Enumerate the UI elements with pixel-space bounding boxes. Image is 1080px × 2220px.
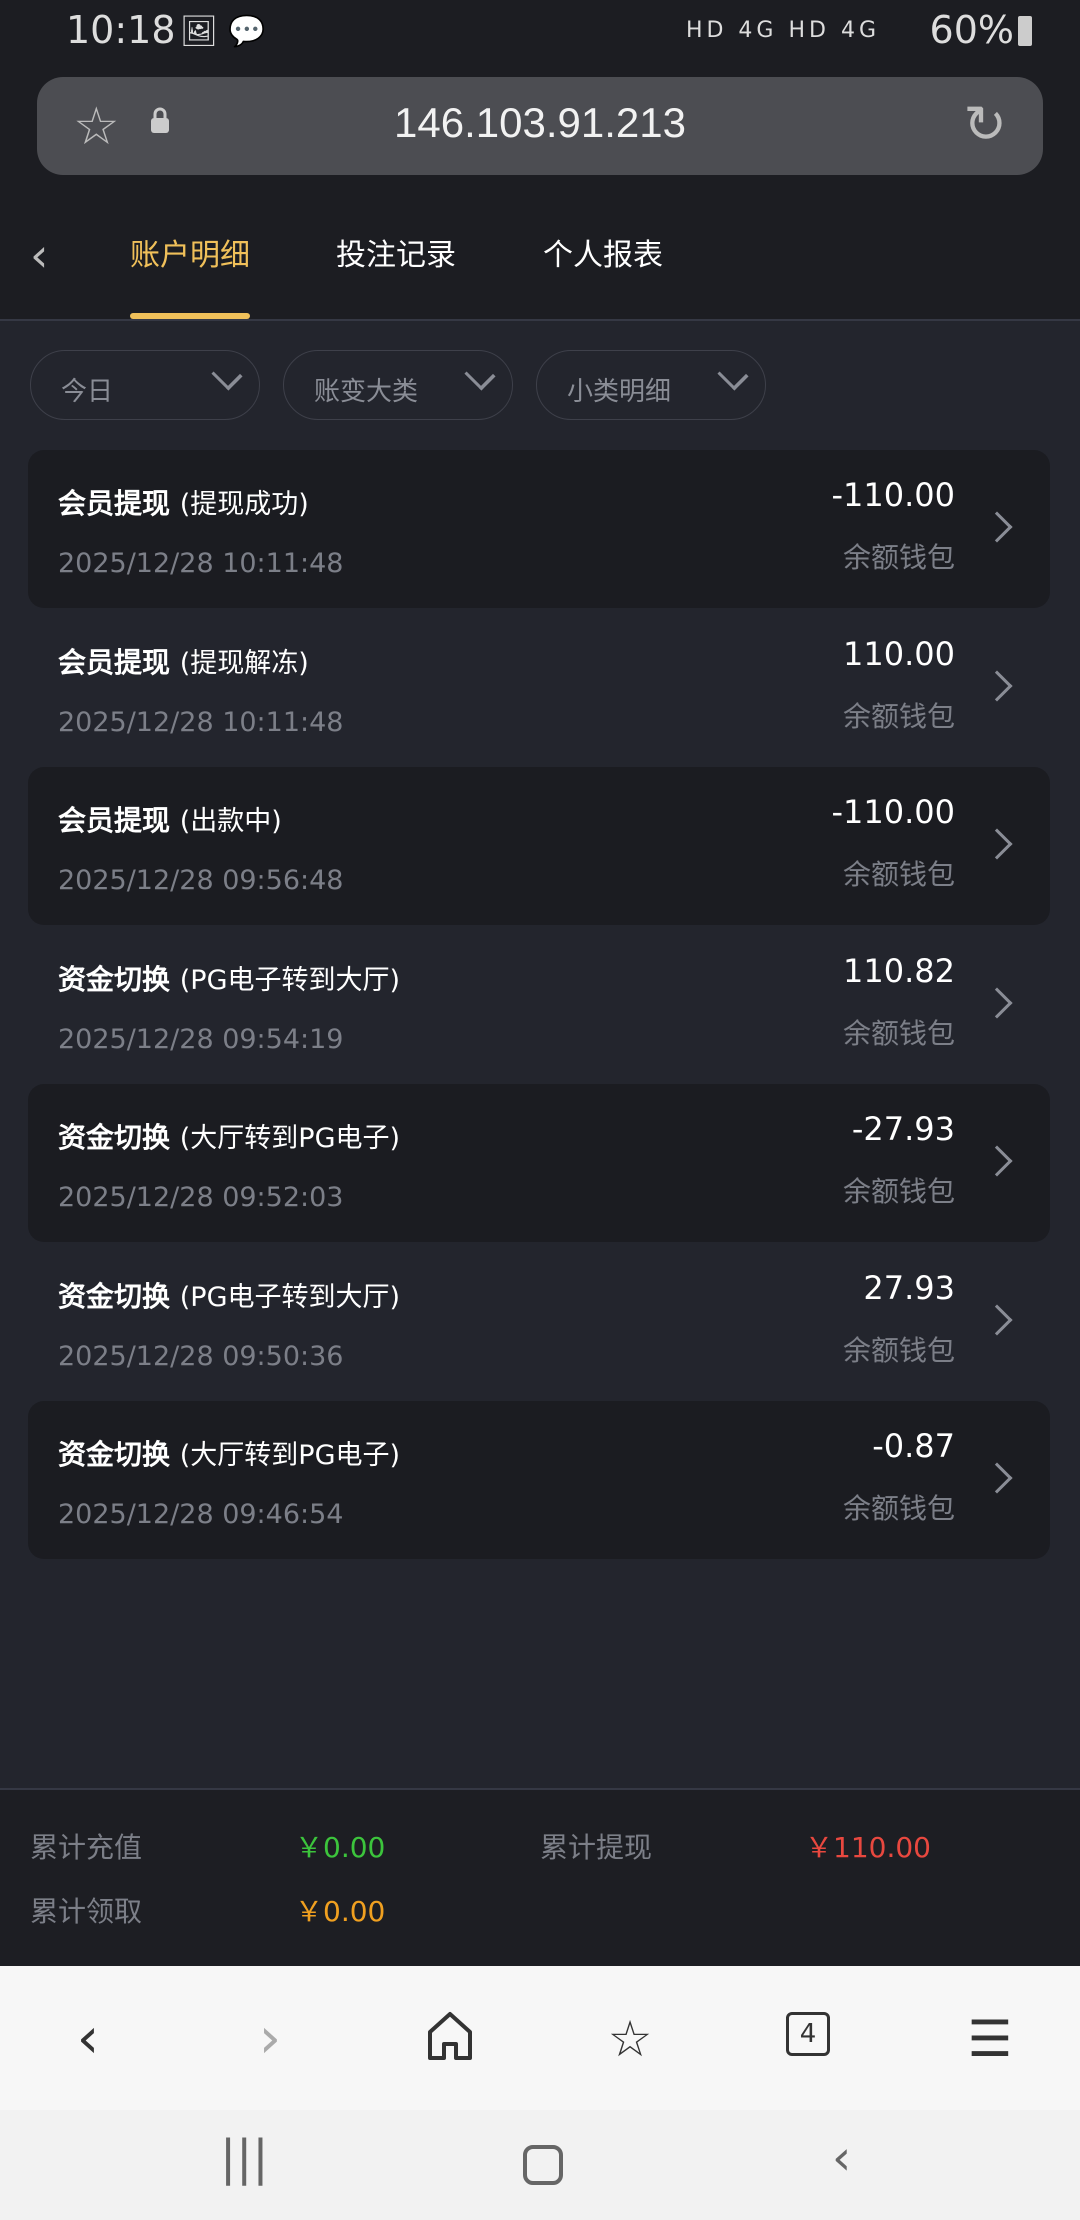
record-row[interactable]: 资金切换 (PG电子转到大厅) 2025/12/28 09:50:36 27.9… — [28, 1243, 1050, 1401]
filter-date-dropdown[interactable]: 今日 — [30, 350, 260, 420]
withdraw-value: ￥110.00 — [805, 1831, 931, 1864]
record-row[interactable]: 资金切换 (PG电子转到大厅) 2025/12/28 09:54:19 110.… — [28, 926, 1050, 1084]
recent-apps-icon[interactable]: ||| — [220, 2130, 269, 2186]
home-button-icon[interactable] — [523, 2145, 563, 2185]
battery-icon — [1018, 16, 1032, 46]
tabs-count-button[interactable]: 4 — [786, 2012, 830, 2056]
record-wallet: 余额钱包 — [842, 699, 955, 733]
chevron-right-icon — [981, 1145, 1013, 1177]
lock-icon — [151, 107, 169, 133]
record-row[interactable]: 会员提现 (提现解冻) 2025/12/28 10:11:48 110.00 余… — [28, 609, 1050, 767]
record-amount: -110.00 — [831, 793, 955, 831]
record-amount: 110.00 — [843, 634, 955, 673]
record-date: 2025/12/28 10:11:48 — [58, 706, 344, 738]
home-icon[interactable] — [426, 2010, 474, 2062]
header-divider — [0, 319, 1080, 321]
chevron-right-icon — [981, 986, 1013, 1019]
battery-level: 60% — [929, 8, 1014, 52]
record-date: 2025/12/28 09:54:19 — [58, 1023, 344, 1055]
record-row[interactable]: 会员提现 (提现成功) 2025/12/28 10:11:48 -110.00 … — [28, 450, 1050, 608]
record-wallet: 余额钱包 — [842, 1492, 955, 1525]
record-date: 2025/12/28 09:46:54 — [58, 1499, 344, 1530]
record-amount: -110.00 — [831, 476, 955, 514]
record-title: 会员提现 (出款中) — [58, 804, 282, 837]
browser-forward-icon[interactable]: › — [258, 2006, 282, 2071]
chevron-right-icon — [981, 669, 1013, 702]
address-bar[interactable]: ☆ 146.103.91.213 ↻ — [37, 77, 1043, 175]
chevron-right-icon — [981, 828, 1013, 860]
record-date: 2025/12/28 10:11:48 — [58, 548, 344, 579]
deposit-value: ￥0.00 — [295, 1831, 386, 1864]
record-title: 资金切换 (大厅转到PG电子) — [58, 1438, 401, 1471]
reload-icon[interactable]: ↻ — [963, 95, 1007, 155]
record-wallet: 余额钱包 — [842, 541, 955, 574]
filter-subcategory-dropdown[interactable]: 小类明细 — [536, 350, 766, 420]
filter-label: 小类明细 — [567, 377, 672, 407]
browser-back-icon[interactable]: ‹ — [76, 2006, 100, 2071]
record-detail: (PG电子转到大厅) — [179, 1281, 401, 1313]
chevron-down-icon — [717, 359, 749, 391]
record-detail: (出款中) — [179, 806, 282, 837]
bookmark-star-icon[interactable]: ☆ — [73, 97, 120, 157]
chevron-right-icon — [981, 1303, 1013, 1336]
record-amount: 27.93 — [863, 1268, 955, 1307]
filter-label: 今日 — [61, 377, 114, 407]
record-amount: -27.93 — [851, 1110, 955, 1148]
tab-bet-records[interactable]: 投注记录 — [336, 238, 456, 273]
filter-category-dropdown[interactable]: 账变大类 — [283, 350, 513, 420]
record-wallet: 余额钱包 — [842, 1333, 955, 1367]
withdraw-label: 累计提现 — [540, 1831, 653, 1864]
tab-bar: ‹ 账户明细 投注记录 个人报表 — [0, 200, 1080, 320]
record-detail: (大厅转到PG电子) — [179, 1123, 401, 1154]
record-row[interactable]: 资金切换 (大厅转到PG电子) 2025/12/28 09:46:54 -0.8… — [28, 1401, 1050, 1559]
chevron-right-icon — [981, 1462, 1013, 1494]
tab-personal-report[interactable]: 个人报表 — [543, 238, 663, 273]
deposit-label: 累计充值 — [30, 1831, 143, 1864]
notification-icons: 🖼💬 — [180, 14, 276, 49]
chevron-down-icon — [464, 359, 496, 391]
chevron-right-icon — [981, 511, 1013, 543]
active-tab-indicator — [130, 313, 250, 319]
signal-icons: HD 4G HD 4G — [685, 18, 880, 43]
back-chevron-icon[interactable]: ‹ — [30, 228, 49, 282]
record-wallet: 余额钱包 — [842, 1016, 955, 1050]
record-amount: -0.87 — [872, 1427, 955, 1465]
record-date: 2025/12/28 09:52:03 — [58, 1182, 344, 1213]
record-title: 会员提现 (提现成功) — [58, 487, 309, 520]
summary-footer: 累计充值 ￥0.00 累计提现 ￥110.00 累计领取 ￥0.00 — [0, 1788, 1080, 1966]
chevron-down-icon — [211, 359, 243, 391]
tab-account-details[interactable]: 账户明细 — [130, 238, 250, 273]
record-detail: (提现解冻) — [179, 647, 309, 679]
filter-label: 账变大类 — [314, 377, 419, 407]
status-time: 10:18 — [66, 8, 176, 52]
claim-label: 累计领取 — [30, 1895, 143, 1928]
menu-icon[interactable]: ☰ — [967, 2010, 1013, 2068]
record-detail: (提现成功) — [179, 489, 309, 520]
bookmarks-icon[interactable]: ☆ — [607, 2010, 653, 2068]
record-row[interactable]: 会员提现 (出款中) 2025/12/28 09:56:48 -110.00 余… — [28, 767, 1050, 925]
record-amount: 110.82 — [843, 951, 955, 990]
record-title: 资金切换 (PG电子转到大厅) — [58, 1279, 401, 1313]
browser-toolbar: ‹ › ☆ 4 ☰ — [0, 1966, 1080, 2110]
claim-value: ￥0.00 — [295, 1895, 386, 1928]
record-title: 会员提现 (提现解冻) — [58, 645, 309, 679]
record-row[interactable]: 资金切换 (大厅转到PG电子) 2025/12/28 09:52:03 -27.… — [28, 1084, 1050, 1242]
record-date: 2025/12/28 09:56:48 — [58, 865, 344, 896]
record-detail: (大厅转到PG电子) — [179, 1440, 401, 1471]
status-bar: 10:18 🖼💬 HD 4G HD 4G 60% — [0, 0, 1080, 64]
record-wallet: 余额钱包 — [842, 858, 955, 891]
record-wallet: 余额钱包 — [842, 1175, 955, 1208]
record-title: 资金切换 (PG电子转到大厅) — [58, 962, 401, 996]
url-text[interactable]: 146.103.91.213 — [394, 99, 686, 146]
system-back-icon[interactable]: ‹ — [832, 2130, 852, 2186]
record-title: 资金切换 (大厅转到PG电子) — [58, 1121, 401, 1154]
system-nav-bar: ||| ‹ — [0, 2110, 1080, 2220]
record-detail: (PG电子转到大厅) — [179, 964, 401, 996]
record-date: 2025/12/28 09:50:36 — [58, 1340, 344, 1372]
